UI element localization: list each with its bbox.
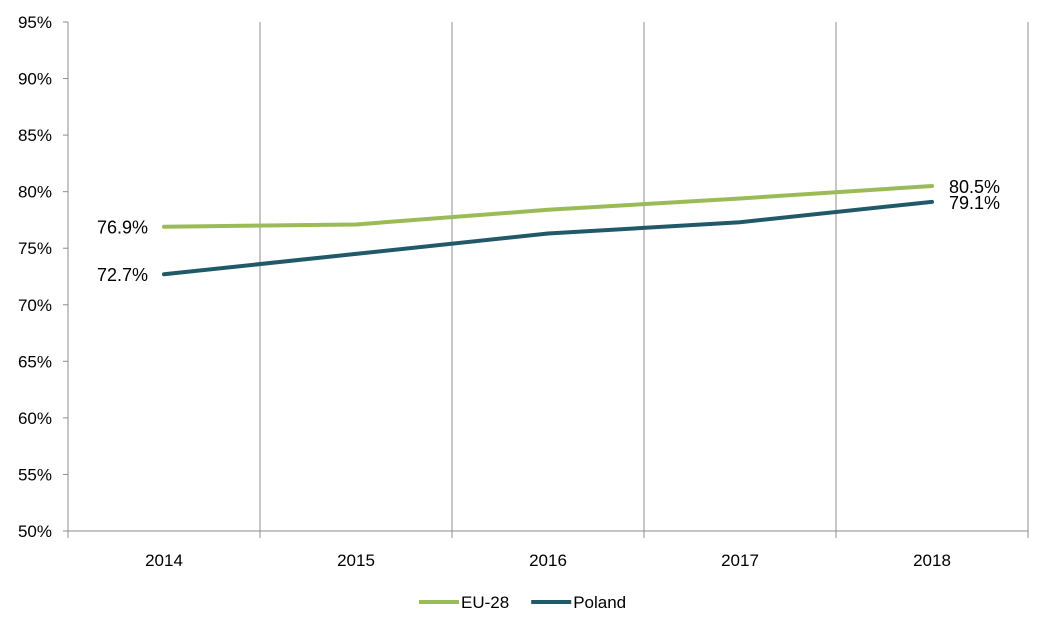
y-tick-label: 70% — [18, 296, 52, 315]
y-tick-label: 95% — [18, 13, 52, 32]
y-tick-label: 90% — [18, 70, 52, 89]
y-tick-label: 60% — [18, 409, 52, 428]
y-tick-label: 75% — [18, 239, 52, 258]
legend-label: Poland — [573, 593, 626, 612]
x-tick-label: 2014 — [145, 551, 183, 570]
series-line-eu-28 — [164, 186, 932, 227]
y-tick-label: 50% — [18, 522, 52, 541]
legend-label: EU-28 — [461, 593, 509, 612]
y-tick-label: 85% — [18, 126, 52, 145]
data-label: 72.7% — [97, 265, 148, 285]
series-line-poland — [164, 202, 932, 274]
y-tick-label: 65% — [18, 352, 52, 371]
x-tick-label: 2015 — [337, 551, 375, 570]
y-tick-label: 80% — [18, 183, 52, 202]
data-label: 76.9% — [97, 218, 148, 238]
y-tick-label: 55% — [18, 465, 52, 484]
data-label: 79.1% — [949, 193, 1000, 213]
x-tick-label: 2018 — [913, 551, 951, 570]
x-tick-label: 2016 — [529, 551, 567, 570]
x-tick-label: 2017 — [721, 551, 759, 570]
